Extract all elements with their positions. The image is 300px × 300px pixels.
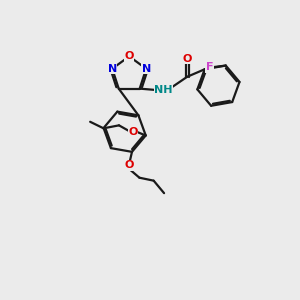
Text: N: N [108,64,117,74]
Text: O: O [124,160,134,170]
Text: NH: NH [154,85,173,95]
Text: N: N [142,64,151,74]
Text: O: O [182,54,192,64]
Text: O: O [124,51,134,62]
Text: O: O [128,127,138,137]
Text: F: F [206,62,213,72]
